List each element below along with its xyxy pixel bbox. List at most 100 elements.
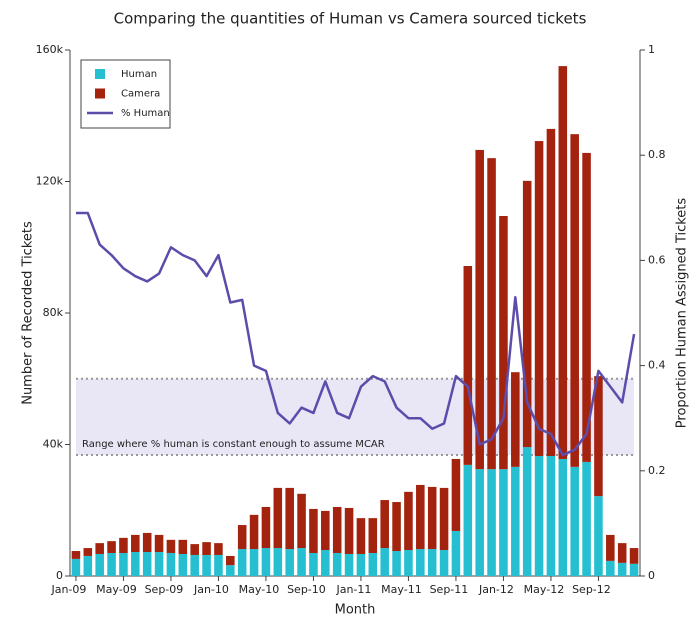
bar (226, 565, 235, 576)
bar (392, 502, 401, 552)
y-tick-label: 80k (43, 306, 64, 319)
bar (416, 484, 425, 550)
bar (154, 552, 164, 576)
bar (439, 550, 449, 576)
bar (142, 532, 152, 553)
x-tick-label: May-12 (524, 583, 565, 596)
bar (368, 552, 378, 576)
x-tick-label: Sep-09 (145, 583, 184, 596)
range-annotation: Range where % human is constant enough t… (82, 439, 385, 450)
y2-tick-label: 1 (648, 43, 655, 56)
y-tick-label: 160k (36, 43, 64, 56)
bar (71, 551, 81, 559)
bar (594, 496, 603, 576)
bar (356, 518, 366, 554)
y-tick-label: 0 (56, 569, 63, 582)
x-tick-label: May-11 (381, 583, 422, 596)
y2-tick-label: 0.4 (648, 359, 666, 372)
chart-title: Comparing the quantities of Human vs Cam… (114, 10, 587, 28)
bar (332, 552, 342, 576)
bar (344, 553, 354, 576)
bar (380, 500, 389, 549)
bar (570, 134, 579, 467)
bar (142, 552, 152, 576)
bar (499, 469, 508, 576)
x-tick-label: Sep-11 (430, 583, 469, 596)
bar (534, 456, 544, 576)
bar (83, 548, 93, 556)
bar (202, 542, 211, 555)
bar (107, 552, 116, 576)
bar (546, 128, 556, 457)
bar (594, 376, 603, 497)
bar (237, 549, 247, 576)
bar (285, 487, 294, 550)
line (75, 211, 636, 457)
bar (451, 530, 461, 576)
bar (131, 534, 140, 553)
bar (261, 548, 271, 576)
bar (392, 551, 401, 576)
bar (119, 552, 128, 576)
legend-label: Camera (121, 89, 160, 100)
bar (83, 555, 93, 576)
bar (368, 518, 378, 553)
bar (285, 549, 294, 576)
bar (380, 548, 389, 576)
y-tick-label: 120k (36, 175, 64, 188)
bar (95, 553, 104, 576)
bar (344, 507, 354, 554)
bar (107, 541, 116, 553)
bar (119, 537, 128, 553)
x-tick-label: Sep-10 (287, 583, 326, 596)
bar (511, 372, 520, 467)
bar (297, 548, 306, 576)
bar (439, 487, 449, 551)
bar (451, 458, 461, 531)
bar (261, 506, 271, 549)
bar (131, 552, 140, 576)
bar (570, 466, 579, 576)
legend-swatch (95, 69, 105, 79)
bar (190, 544, 199, 555)
bar (427, 549, 437, 576)
legend-swatch (95, 88, 105, 99)
bar (321, 550, 330, 576)
bar (166, 552, 176, 576)
bar (463, 464, 473, 576)
bar (273, 487, 283, 549)
bar (499, 216, 508, 470)
bar (582, 461, 591, 576)
bar (273, 548, 283, 576)
bar (249, 514, 259, 550)
bar (321, 510, 330, 551)
y2-tick-label: 0 (648, 569, 655, 582)
bar (309, 552, 318, 576)
x-tick-label: Sep-12 (572, 583, 611, 596)
bar (202, 554, 211, 576)
y2-tick-label: 0.6 (648, 253, 666, 266)
bar (617, 562, 627, 576)
bar (226, 555, 235, 566)
bar (356, 553, 366, 576)
bar (95, 543, 104, 554)
bar (606, 534, 615, 561)
bar (522, 180, 532, 448)
bar (190, 554, 199, 576)
bar (427, 486, 437, 550)
y2-axis-title: Proportion Human Assigned Tickets (675, 198, 690, 429)
bar (154, 534, 164, 553)
bar (617, 543, 627, 563)
bar (237, 525, 247, 550)
y2-tick-label: 0.8 (648, 148, 666, 161)
bar (404, 491, 413, 551)
x-tick-label: Jan-10 (193, 583, 229, 596)
x-tick-label: Jan-12 (478, 583, 514, 596)
bar (487, 469, 496, 576)
bar (546, 456, 556, 576)
y-tick-label: 40k (43, 438, 64, 451)
bar (416, 549, 425, 576)
bar (582, 152, 591, 462)
x-tick-label: Jan-09 (50, 583, 86, 596)
